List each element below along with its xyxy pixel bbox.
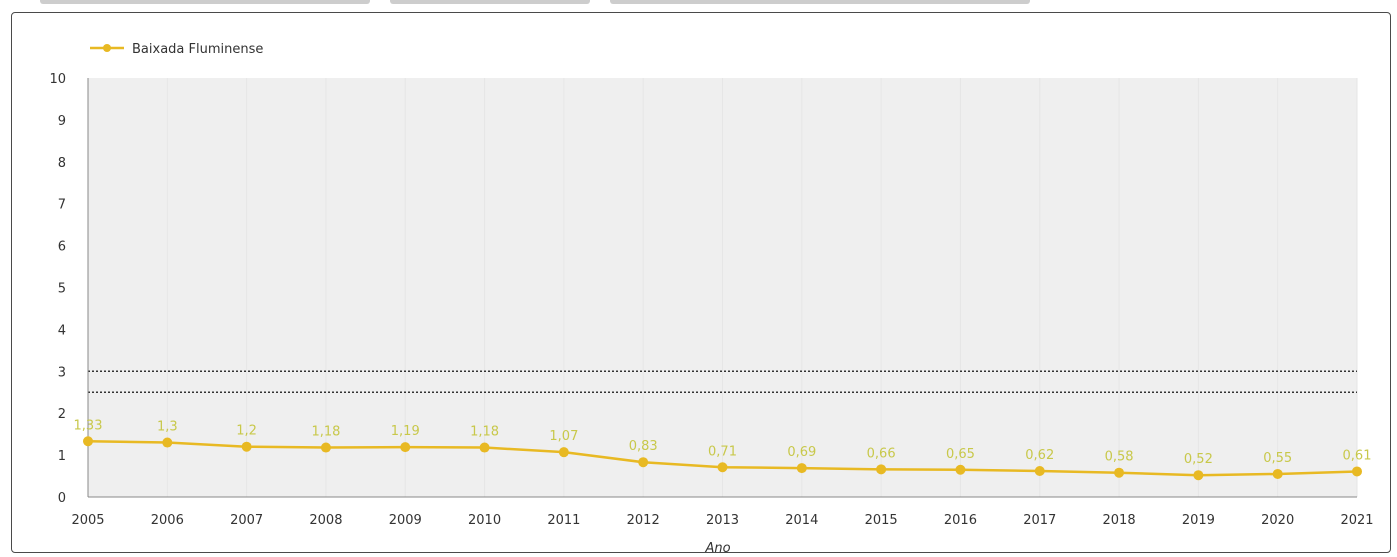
x-tick-label: 2012 — [627, 513, 660, 528]
x-tick-label: 2010 — [468, 513, 501, 528]
grid-lines — [87, 78, 1358, 497]
x-tick-label: 2013 — [706, 513, 739, 528]
x-tick-label: 2006 — [151, 513, 184, 528]
axes — [87, 78, 1357, 498]
data-label: 0,55 — [1263, 451, 1292, 466]
y-tick-label: 8 — [58, 156, 66, 171]
data-label: 1,19 — [391, 424, 420, 439]
data-point — [1034, 466, 1045, 477]
y-tick-label: 5 — [58, 282, 66, 297]
data-label: 0,58 — [1105, 450, 1134, 465]
x-tick-label: 2015 — [865, 513, 898, 528]
y-tick-label: 10 — [49, 72, 66, 87]
x-tick-label: 2011 — [547, 513, 580, 528]
data-label: 1,18 — [311, 425, 340, 440]
data-point — [638, 457, 649, 468]
data-point — [479, 442, 490, 453]
y-tick-label: 2 — [58, 407, 66, 422]
x-tick-label: 2018 — [1103, 513, 1136, 528]
x-tick-label: 2019 — [1182, 513, 1215, 528]
x-tick-label: 2007 — [230, 513, 263, 528]
data-label: 1,18 — [470, 425, 499, 440]
cropped-title-strip — [0, 0, 1397, 8]
x-tick-label: 2005 — [71, 513, 104, 528]
data-labels: 1,33 1,3 1,2 1,18 1,19 1,18 1,07 0,83 0,71 0,69 0,… — [74, 418, 1372, 467]
legend-dot-marker — [103, 44, 111, 52]
data-point — [1352, 466, 1362, 477]
x-tick-label: 2020 — [1261, 513, 1294, 528]
data-point — [876, 464, 887, 475]
data-label: 0,52 — [1184, 452, 1213, 467]
data-label: 1,33 — [74, 418, 103, 433]
y-tick-label: 7 — [58, 198, 66, 213]
data-label: 1,2 — [236, 424, 257, 439]
reference-lines — [88, 370, 1357, 393]
data-point — [717, 462, 728, 473]
legend-label: Baixada Fluminense — [132, 42, 263, 57]
data-label: 1,3 — [157, 420, 178, 435]
y-tick-label: 6 — [58, 240, 66, 255]
y-tick-label: 0 — [58, 491, 66, 506]
data-point — [1114, 467, 1125, 478]
y-tick-labels: 0 1 2 3 4 5 6 7 8 9 10 — [49, 72, 66, 506]
data-label: 0,62 — [1025, 448, 1054, 463]
data-point — [796, 463, 807, 474]
y-tick-label: 9 — [58, 114, 66, 129]
y-tick-label: 1 — [58, 449, 66, 464]
data-point — [320, 442, 331, 453]
legend: Baixada Fluminense — [90, 42, 263, 57]
y-tick-label: 3 — [58, 365, 66, 380]
x-tick-label: 2014 — [785, 513, 818, 528]
x-tick-label: 2017 — [1023, 513, 1056, 528]
y-tick-label: 4 — [58, 323, 66, 338]
data-point — [241, 441, 252, 452]
x-tick-label: 2008 — [309, 513, 342, 528]
x-axis-title: Ano — [704, 541, 730, 556]
data-label: 0,65 — [946, 447, 975, 462]
data-point — [558, 447, 569, 458]
data-point — [955, 464, 966, 475]
data-point — [1272, 468, 1283, 479]
data-point — [162, 437, 173, 448]
data-label: 1,07 — [549, 429, 578, 444]
data-label: 0,66 — [867, 446, 896, 461]
x-tick-labels: 2005 2006 2007 2008 2009 2010 2011 2012 2013 2014… — [71, 513, 1373, 528]
x-tick-label: 2009 — [389, 513, 422, 528]
x-tick-label: 2021 — [1340, 513, 1373, 528]
data-point — [83, 436, 93, 447]
data-label: 0,71 — [708, 444, 737, 459]
data-label: 0,69 — [787, 445, 816, 460]
data-label: 0,61 — [1343, 448, 1372, 463]
series-baixada-fluminense — [83, 436, 1362, 481]
data-label: 0,83 — [629, 439, 658, 454]
x-tick-label: 2016 — [944, 513, 977, 528]
data-point — [1193, 470, 1204, 481]
data-point — [400, 442, 411, 453]
